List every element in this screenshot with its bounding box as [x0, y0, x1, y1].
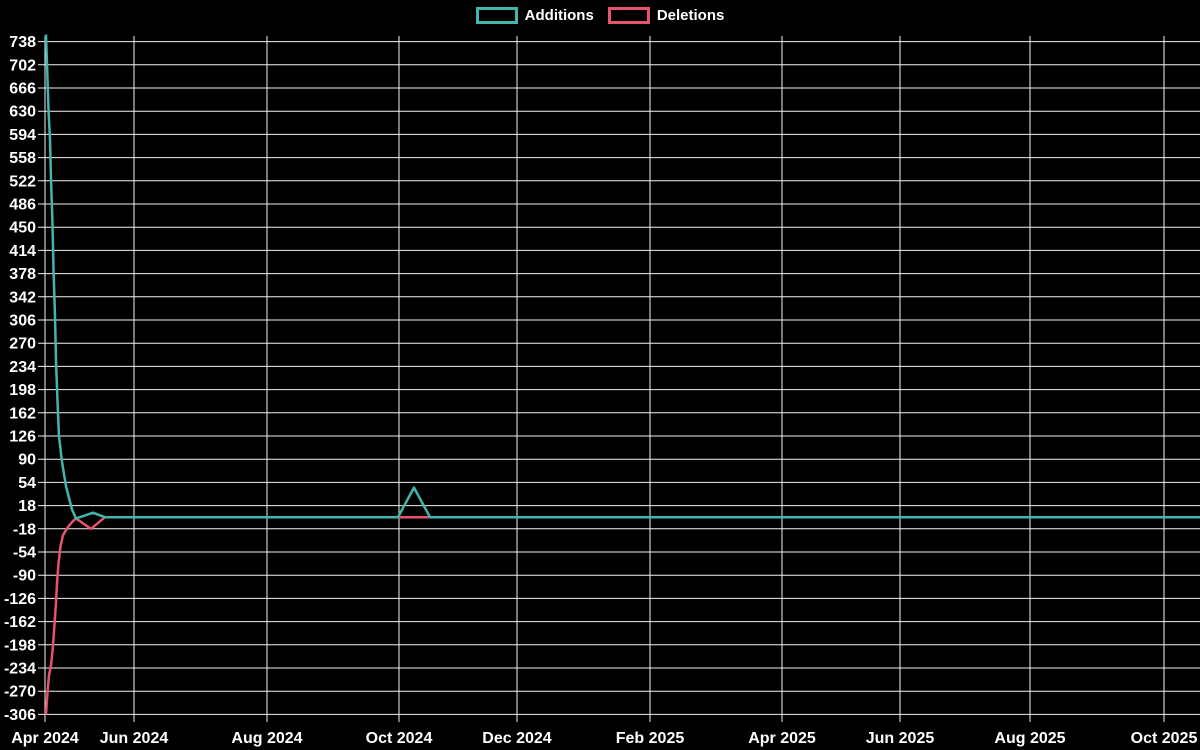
y-tick-label: -270 [4, 684, 36, 701]
deletions-swatch-icon [607, 7, 650, 24]
y-tick-label: 126 [9, 429, 36, 446]
y-tick-label: 666 [9, 81, 36, 98]
x-tick-label: Oct 2025 [1131, 730, 1198, 747]
y-tick-label: 414 [9, 243, 36, 260]
y-tick-label: 486 [9, 197, 36, 214]
deletions-line [44, 515, 1200, 715]
x-tick-label: Apr 2025 [748, 730, 816, 747]
y-tick-label: 594 [9, 127, 36, 144]
y-tick-label: 162 [9, 405, 36, 422]
y-tick-label: 522 [9, 173, 36, 190]
y-tick-label: -306 [4, 707, 36, 724]
y-tick-label: 378 [9, 266, 36, 283]
y-tick-label: 54 [18, 475, 36, 492]
y-tick-label: -18 [13, 521, 36, 538]
x-tick-label: Aug 2025 [994, 730, 1065, 747]
x-tick-label: Apr 2024 [11, 730, 79, 747]
legend-item-additions[interactable]: Additions [475, 7, 594, 24]
x-tick-label: Feb 2025 [616, 730, 685, 747]
y-tick-label: 234 [9, 359, 36, 376]
y-tick-label: 18 [18, 498, 36, 515]
y-tick-label: 450 [9, 220, 36, 237]
legend-label-additions: Additions [524, 7, 594, 24]
x-tick-label: Jun 2025 [866, 730, 935, 747]
additions-swatch-icon [475, 7, 518, 24]
x-tick-label: Dec 2024 [482, 730, 551, 747]
legend-label-deletions: Deletions [656, 7, 725, 24]
x-tick-label: Oct 2024 [366, 730, 433, 747]
y-tick-label: -54 [13, 545, 36, 562]
y-tick-label: 702 [9, 57, 36, 74]
y-tick-label: -90 [13, 568, 36, 585]
x-tick-label: Aug 2024 [231, 730, 302, 747]
y-tick-label: 270 [9, 336, 36, 353]
y-tick-label: 90 [18, 452, 36, 469]
y-tick-label: -234 [4, 661, 36, 678]
y-tick-label: 630 [9, 104, 36, 121]
chart-legend: Additions Deletions [0, 7, 1200, 24]
y-tick-label: 738 [9, 34, 36, 51]
y-tick-label: 198 [9, 382, 36, 399]
y-tick-label: 306 [9, 313, 36, 330]
additions-line [44, 34, 1200, 520]
y-tick-label: 558 [9, 150, 36, 167]
y-tick-label: -162 [4, 614, 36, 631]
y-tick-label: -198 [4, 637, 36, 654]
legend-item-deletions[interactable]: Deletions [607, 7, 725, 24]
y-tick-label: 342 [9, 289, 36, 306]
x-tick-label: Jun 2024 [100, 730, 169, 747]
y-tick-label: -126 [4, 591, 36, 608]
